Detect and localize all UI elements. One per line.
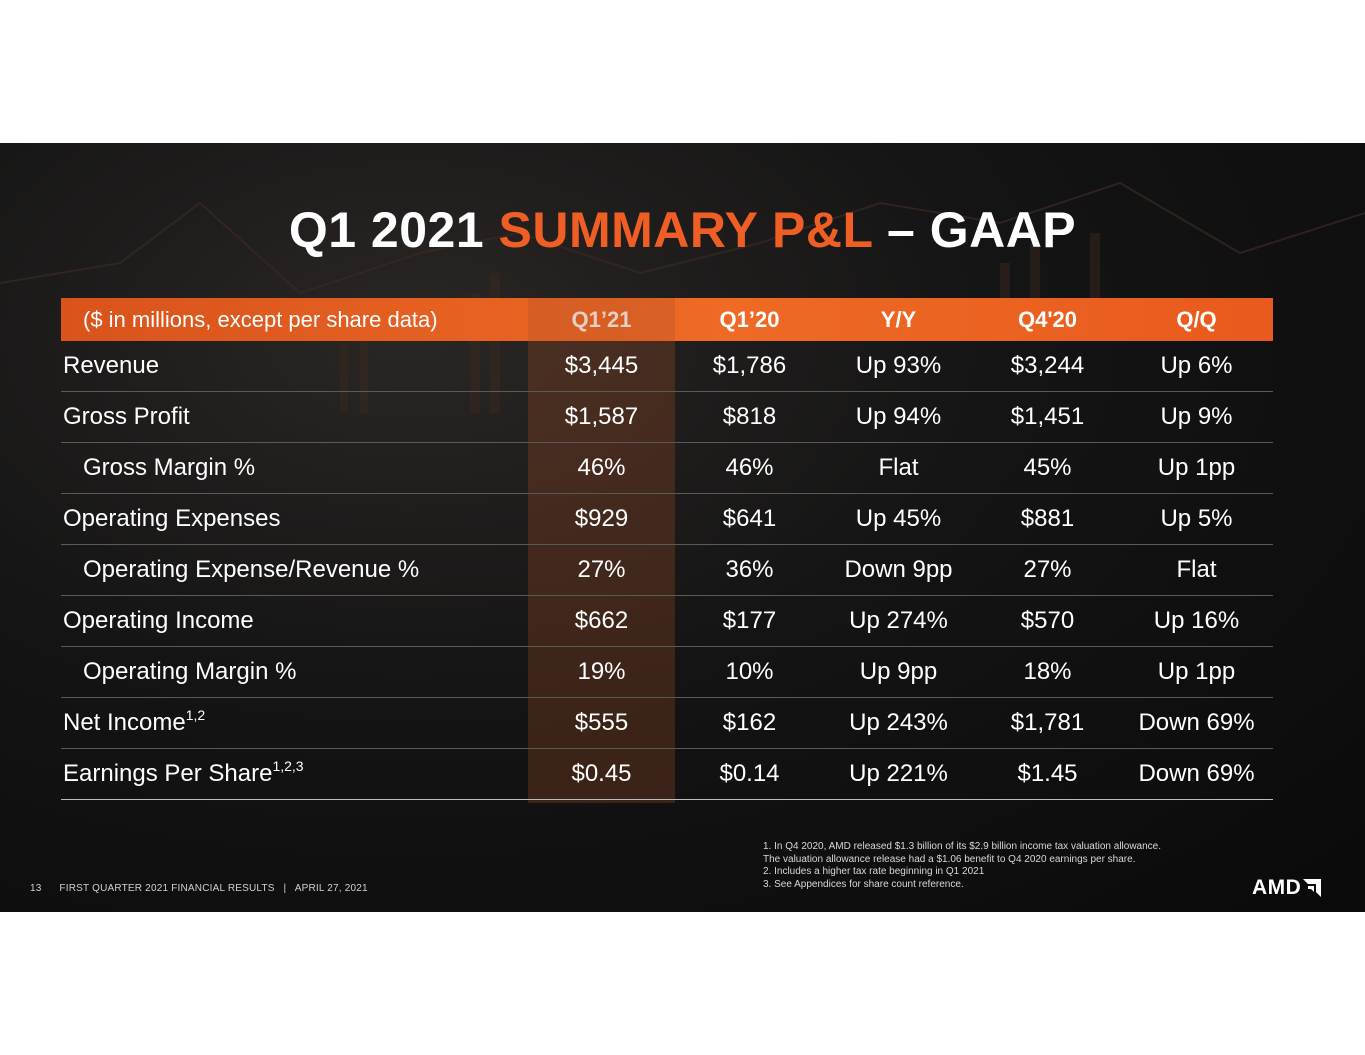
row-label: Operating Margin % — [83, 658, 297, 685]
pnl-table: ($ in millions, except per share data) Q… — [61, 298, 1273, 803]
cell-qq: Up 1pp — [1157, 454, 1236, 481]
footnote-line: The valuation allowance release had a $1… — [763, 853, 1136, 865]
cell-qq: Down 69% — [1138, 709, 1255, 736]
header-q4-20: Q4'20 — [1017, 306, 1078, 332]
row-label: Net Income1,2 — [63, 707, 206, 736]
cell-q4-20: $1,451 — [1010, 403, 1085, 430]
cell-q1-20: $177 — [722, 607, 777, 634]
row-label: Gross Profit — [63, 403, 190, 430]
table-row: Operating Expenses $929 $641 Up 45% $881… — [61, 494, 1273, 545]
cell-qq: Flat — [1176, 556, 1217, 583]
current-quarter-highlight — [528, 298, 675, 803]
page-number: 13 — [30, 883, 42, 894]
row-label: Operating Expense/Revenue % — [83, 556, 420, 583]
header-q1-20: Q1’20 — [719, 306, 780, 332]
logo-text: AMD — [1252, 876, 1302, 899]
cell-q1-20: $162 — [722, 709, 777, 736]
cell-q4-20: $3,244 — [1010, 352, 1085, 379]
slide-footer: 13 FIRST QUARTER 2021 FINANCIAL RESULTS … — [30, 883, 368, 894]
cell-qq: Up 5% — [1160, 505, 1233, 532]
table-row: Operating Margin % 19% 10% Up 9pp 18% Up… — [61, 647, 1273, 698]
footnote-ref: 1,2 — [185, 707, 206, 723]
table-row: Earnings Per Share1,2,3 $0.45 $0.14 Up 2… — [61, 749, 1273, 800]
cell-qq: Up 9% — [1160, 403, 1233, 430]
row-label: Revenue — [63, 352, 160, 379]
cell-q1-20: $818 — [722, 403, 777, 430]
cell-q4-20: $1.45 — [1017, 760, 1078, 787]
cell-q4-20: 18% — [1023, 658, 1072, 685]
cell-yy: Flat — [878, 454, 919, 481]
cell-q1-20: $0.14 — [719, 760, 780, 787]
row-label: Operating Income — [63, 607, 254, 634]
cell-q1-20: $1,786 — [712, 352, 787, 379]
footnote-line: 2. Includes a higher tax rate beginning … — [763, 866, 985, 877]
table-row: Gross Margin % 46% 46% Flat 45% Up 1pp — [61, 443, 1273, 494]
table-row: Operating Income $662 $177 Up 274% $570 … — [61, 596, 1273, 647]
row-label: Gross Margin % — [83, 454, 256, 481]
cell-q4-20: 45% — [1023, 454, 1072, 481]
row-label: Operating Expenses — [63, 505, 281, 532]
title-accent: SUMMARY P&L — [498, 202, 873, 258]
header-yy: Y/Y — [880, 306, 917, 332]
cell-yy: Up 9pp — [859, 658, 938, 685]
footer-text: FIRST QUARTER 2021 FINANCIAL RESULTS | A… — [59, 883, 368, 894]
cell-qq: Up 6% — [1160, 352, 1233, 379]
cell-yy: Up 274% — [849, 607, 948, 634]
cell-q4-20: 27% — [1023, 556, 1072, 583]
table-row: Operating Expense/Revenue % 27% 36% Down… — [61, 545, 1273, 596]
footnote-ref: 1,2,3 — [272, 758, 304, 774]
header-description: ($ in millions, except per share data) — [83, 306, 438, 332]
cell-q1-21: $1,587 — [564, 403, 639, 430]
table-row: Net Income1,2 $555 $162 Up 243% $1,781 D… — [61, 698, 1273, 749]
amd-arrow-icon — [1303, 879, 1322, 897]
cell-q1-21: $3,445 — [564, 352, 639, 379]
background-stock-chart-decoration — [0, 181, 1365, 413]
cell-qq: Up 16% — [1153, 607, 1240, 634]
cell-yy: Up 45% — [855, 505, 942, 532]
cell-q1-20: 46% — [725, 454, 774, 481]
cell-yy: Up 94% — [855, 403, 942, 430]
table-row: Revenue $3,445 $1,786 Up 93% $3,244 Up 6… — [61, 341, 1273, 392]
row-label: Earnings Per Share1,2,3 — [63, 758, 304, 787]
cell-q1-20: 36% — [725, 556, 774, 583]
header-q1-21: Q1’21 — [571, 306, 632, 332]
cell-q1-21: $929 — [574, 505, 629, 532]
cell-q1-21: $662 — [574, 607, 629, 634]
cell-qq: Up 1pp — [1157, 658, 1236, 685]
cell-q1-21: 19% — [577, 658, 626, 685]
cell-yy: Up 243% — [849, 709, 948, 736]
footnote-line: 3. See Appendices for share count refere… — [763, 878, 964, 890]
cell-yy: Up 221% — [849, 760, 948, 787]
cell-q1-21: 27% — [577, 556, 626, 583]
cell-yy: Up 93% — [855, 352, 942, 379]
table-header-row: ($ in millions, except per share data) Q… — [61, 298, 1273, 341]
cell-q4-20: $881 — [1020, 505, 1075, 532]
cell-q1-20: 10% — [725, 658, 774, 685]
cell-q4-20: $570 — [1020, 607, 1075, 634]
cell-q1-21: 46% — [577, 454, 626, 481]
cell-q4-20: $1,781 — [1010, 709, 1085, 736]
amd-logo: AMD — [1252, 876, 1322, 900]
slide-title: Q1 2021 SUMMARY P&L – GAAP — [0, 201, 1365, 259]
cell-q1-21: $0.45 — [571, 760, 632, 787]
slide: Q1 2021 SUMMARY P&L – GAAP ($ in million… — [0, 143, 1365, 912]
footnotes: 1. In Q4 2020, AMD released $1.3 billion… — [763, 841, 1161, 891]
cell-q1-20: $641 — [722, 505, 777, 532]
title-part2: – GAAP — [872, 202, 1077, 258]
header-qq: Q/Q — [1176, 306, 1217, 332]
cell-yy: Down 9pp — [844, 556, 953, 583]
cell-q1-21: $555 — [574, 709, 629, 736]
title-part1: Q1 2021 — [288, 202, 499, 258]
table-row: Gross Profit $1,587 $818 Up 94% $1,451 U… — [61, 392, 1273, 443]
footnote-line: 1. In Q4 2020, AMD released $1.3 billion… — [763, 841, 1162, 852]
cell-qq: Down 69% — [1138, 760, 1255, 787]
